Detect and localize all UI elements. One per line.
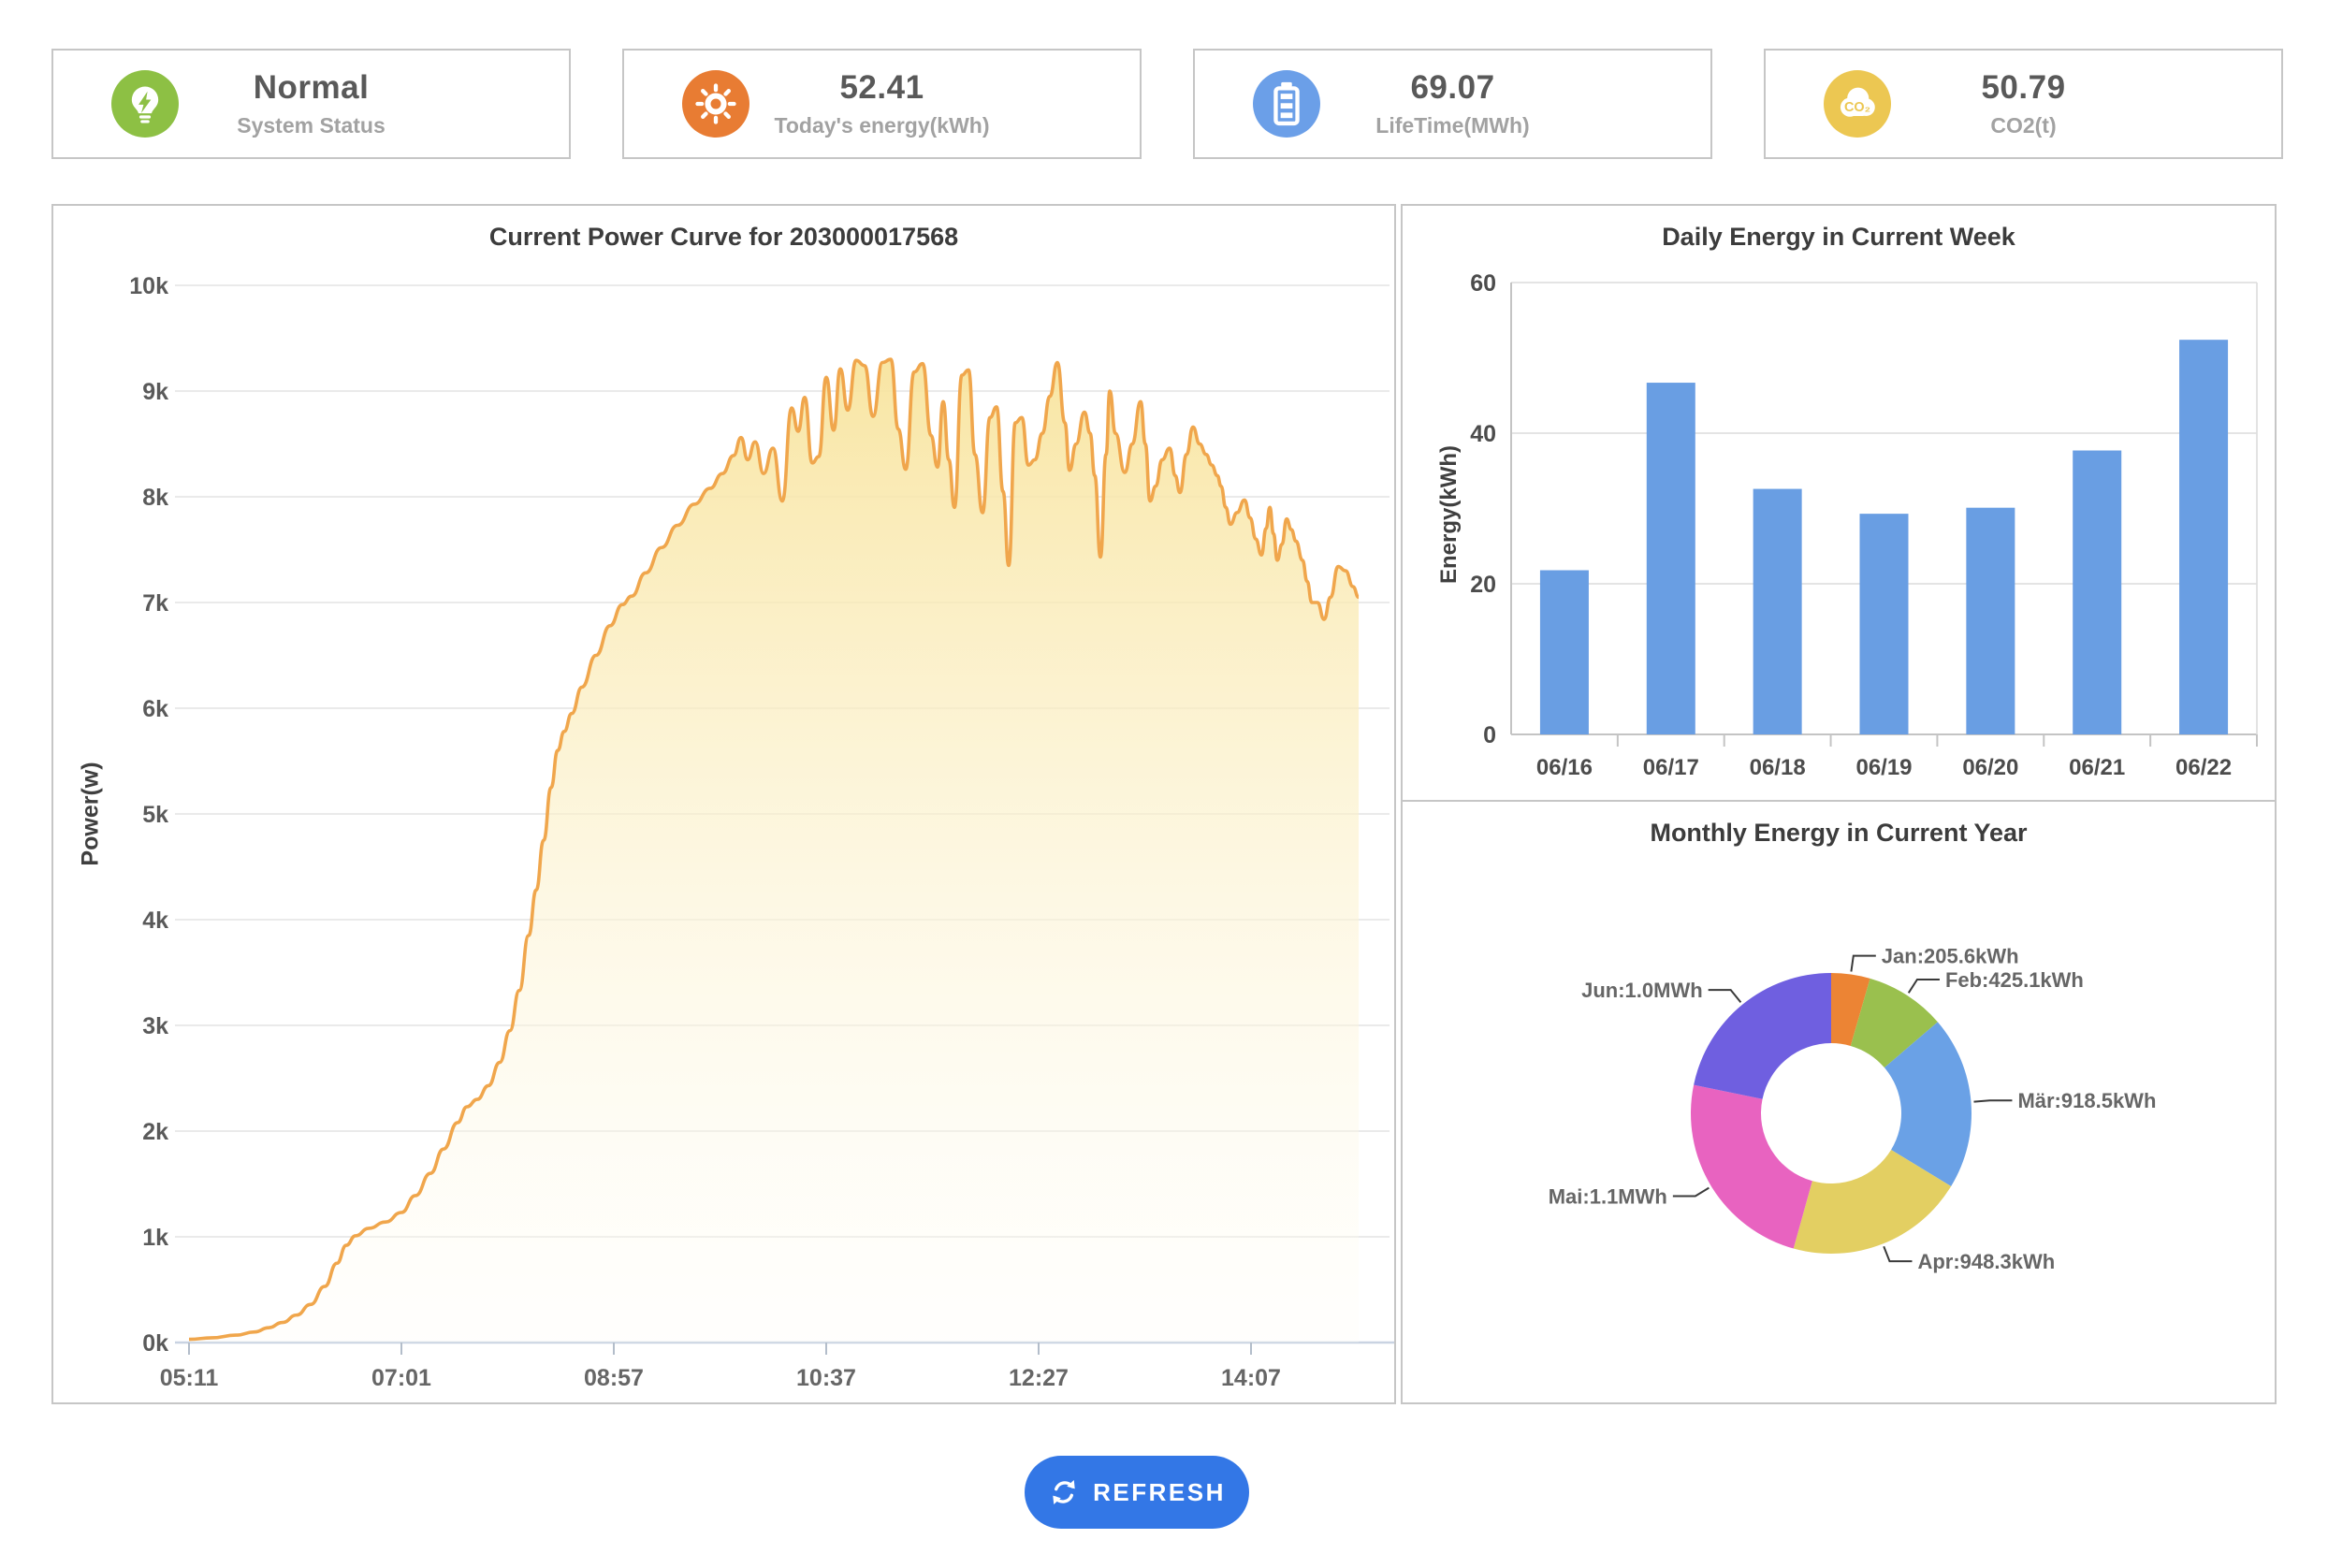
system-status-card: Normal System Status (51, 49, 571, 159)
donut-label-line (1850, 954, 1876, 972)
power-y-tick: 7k (142, 590, 168, 617)
daily-energy-title: Daily Energy in Current Week (1662, 223, 2015, 251)
power-y-tick: 3k (142, 1013, 168, 1039)
bar-06/16 (1539, 570, 1589, 734)
donut-label-line (1708, 989, 1742, 1003)
battery-icon (1253, 70, 1320, 138)
donut-label: Apr:948.3kWh (1917, 1250, 2055, 1273)
power-x-tick: 08:57 (584, 1365, 644, 1391)
system-status-label: System Status (237, 113, 386, 138)
donut-label: Mär:918.5kWh (2017, 1089, 2156, 1112)
bar-06/17 (1646, 383, 1695, 734)
power-y-tick: 5k (142, 802, 168, 828)
week-plot: 0 20 40 60 06/16 06/17 06/18 06/19 06/20 06/21 06/… (1470, 270, 2258, 780)
donut-label: Feb:425.1kWh (1945, 968, 2084, 992)
power-y-tick: 2k (142, 1119, 168, 1145)
power-y-tick: 0k (142, 1330, 168, 1357)
power-y-tick: 1k (142, 1225, 168, 1251)
power-y-tick: 4k (142, 907, 168, 934)
donut-slice (1850, 978, 1938, 1068)
power-y-tick: 10k (129, 273, 168, 299)
week-x-tick: 06/16 (1536, 755, 1593, 780)
donut-label: Jan:205.6kWh (1882, 945, 2019, 968)
donut-label: Jun:1.0MWh (1581, 979, 1703, 1002)
bar-06/18 (1753, 488, 1802, 734)
todays-energy-value: 52.41 (839, 69, 924, 106)
donut-label-line (1973, 1099, 2013, 1103)
co2-cloud-icon: CO₂ (1824, 70, 1891, 138)
svg-text:CO₂: CO₂ (1844, 100, 1870, 115)
power-x-tick: 14:07 (1221, 1365, 1281, 1391)
power-x-tick: 07:01 (371, 1365, 431, 1391)
week-x-tick: 06/22 (2175, 755, 2232, 780)
donut-label: Mai:1.1MWh (1549, 1184, 1667, 1208)
donut-label-line (1907, 979, 1940, 994)
power-y-tick: 6k (142, 696, 168, 722)
co2-value: 50.79 (1981, 69, 2066, 106)
week-y-tick: 60 (1470, 270, 1496, 297)
todays-energy-label: Today's energy(kWh) (774, 113, 990, 138)
power-plot: 0k 1k 2k 3k 4k 5k 6k 7k 8k 9k 10k 05:11 07:01 08:57 10… (129, 273, 1394, 1391)
co2-card: CO₂ 50.79 CO2(t) (1764, 49, 2283, 159)
power-curve-title: Current Power Curve for 203000017568 (488, 223, 959, 251)
bar-06/19 (1859, 514, 1909, 734)
donut-label-line (1672, 1186, 1710, 1198)
power-curve-chart: 0k 1k 2k 3k 4k 5k 6k 7k 8k 9k 10k 05:11 07:01 08:57 10… (129, 273, 1394, 1391)
power-line (188, 357, 1360, 1342)
week-x-tick: 06/19 (1855, 755, 1912, 780)
power-x-tick: 10:37 (796, 1365, 856, 1391)
week-y-tick: 40 (1470, 421, 1496, 447)
donut-slice (1694, 973, 1831, 1099)
power-x-tick: 05:11 (160, 1365, 219, 1391)
refresh-label: REFRESH (1093, 1477, 1226, 1506)
todays-energy-card: 52.41 Today's energy(kWh) (622, 49, 1142, 159)
donut-slice (1691, 1084, 1812, 1249)
lifetime-card: 69.07 LifeTime(MWh) (1193, 49, 1712, 159)
refresh-icon (1053, 1479, 1075, 1505)
donut-slice (1793, 1149, 1952, 1254)
donut-slice (1884, 1022, 1972, 1186)
monthly-energy-panel: Monthly Energy in Current Year Jan:205.6… (1401, 800, 2277, 1404)
sun-icon (682, 70, 749, 138)
power-y-tick: 8k (142, 485, 168, 511)
donut-slice (1831, 973, 1870, 1046)
lifetime-label: LifeTime(MWh) (1375, 113, 1530, 138)
refresh-button[interactable]: REFRESH (1025, 1456, 1249, 1529)
lifetime-value: 69.07 (1410, 69, 1495, 106)
power-area (189, 359, 1360, 1343)
daily-energy-chart: 0 20 40 60 06/16 06/17 06/18 06/19 06/20 06/21 06/… (1470, 270, 2258, 780)
power-y-axis-title: Power(w) (77, 762, 104, 866)
bar-06/21 (2073, 450, 2122, 734)
week-x-tick: 06/18 (1750, 755, 1806, 780)
week-y-tick: 0 (1483, 722, 1496, 748)
power-curve-panel: Current Power Curve for 203000017568 Pow… (51, 204, 1396, 1404)
week-x-tick: 06/17 (1643, 755, 1699, 780)
system-status-value: Normal (253, 69, 370, 106)
bar-06/20 (1966, 507, 2015, 734)
week-x-tick: 06/20 (1962, 755, 2018, 780)
power-y-tick: 9k (142, 379, 168, 405)
week-y-tick: 20 (1470, 572, 1496, 598)
week-y-axis-title: Energy(kWh) (1436, 444, 1462, 585)
power-x-tick: 12:27 (1009, 1365, 1069, 1391)
bar-06/22 (2179, 340, 2229, 734)
donut-label-line (1883, 1245, 1913, 1263)
co2-label: CO2(t) (1990, 113, 2057, 138)
monthly-energy-title: Monthly Energy in Current Year (1650, 819, 2028, 847)
lightbulb-bolt-icon (111, 70, 179, 138)
week-x-tick: 06/21 (2069, 755, 2125, 780)
daily-energy-panel: Daily Energy in Current Week Energy(kWh)… (1401, 204, 2277, 802)
